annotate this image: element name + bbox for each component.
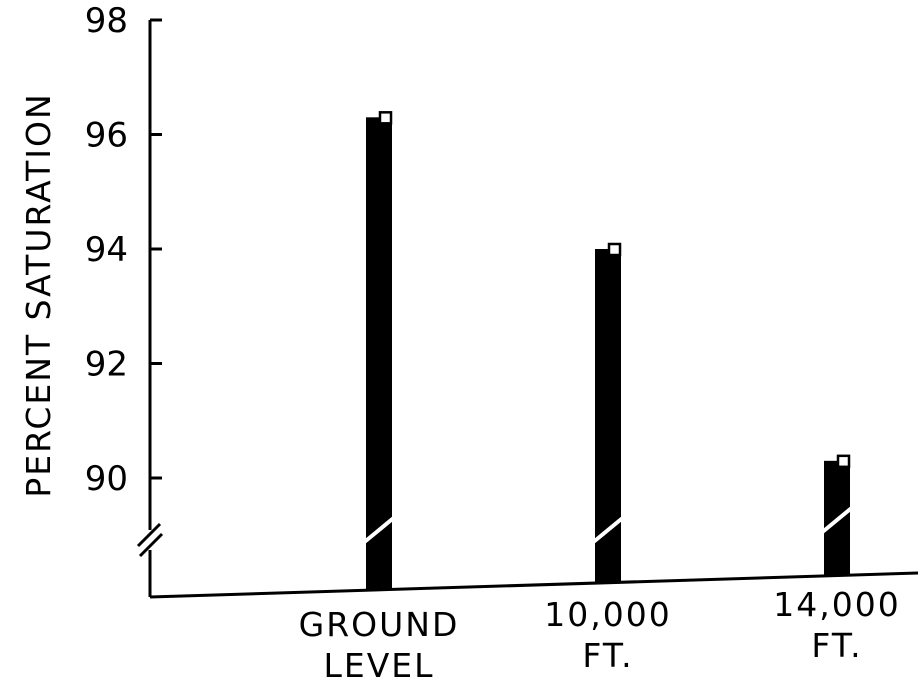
y-tick-label: 96 (85, 116, 128, 156)
point-marker (836, 454, 851, 469)
x-axis-line (149, 571, 919, 599)
category-label: GROUND LEVEL (299, 605, 460, 685)
category-label-line: FT. (811, 626, 862, 665)
bar-break (360, 514, 398, 546)
point-marker (378, 111, 393, 125)
y-axis-label: PERCENT SATURATION (19, 92, 58, 497)
bar (595, 249, 621, 583)
axes: 90 92 94 96 98 (85, 1, 919, 599)
point-marker (607, 242, 622, 257)
category-label-line: LEVEL (323, 646, 434, 685)
bar-break (818, 504, 856, 536)
category-label: 10,000 FT. (544, 595, 671, 675)
axis-break-mark (138, 532, 164, 558)
category-label-line: 14,000 (773, 585, 900, 624)
axis-break-mark (136, 522, 162, 548)
category-label: 14,000 FT. (773, 585, 900, 665)
y-tick-label: 92 (85, 345, 128, 385)
bars (360, 111, 856, 590)
category-label-line: FT. (582, 636, 633, 675)
bar (366, 117, 392, 590)
y-tick-label: 98 (85, 1, 128, 41)
bar-break (589, 514, 627, 546)
y-tick-label: 94 (85, 230, 128, 270)
category-label-line: GROUND (299, 605, 460, 644)
y-tick-label: 90 (85, 459, 128, 499)
category-label-line: 10,000 (544, 595, 671, 634)
